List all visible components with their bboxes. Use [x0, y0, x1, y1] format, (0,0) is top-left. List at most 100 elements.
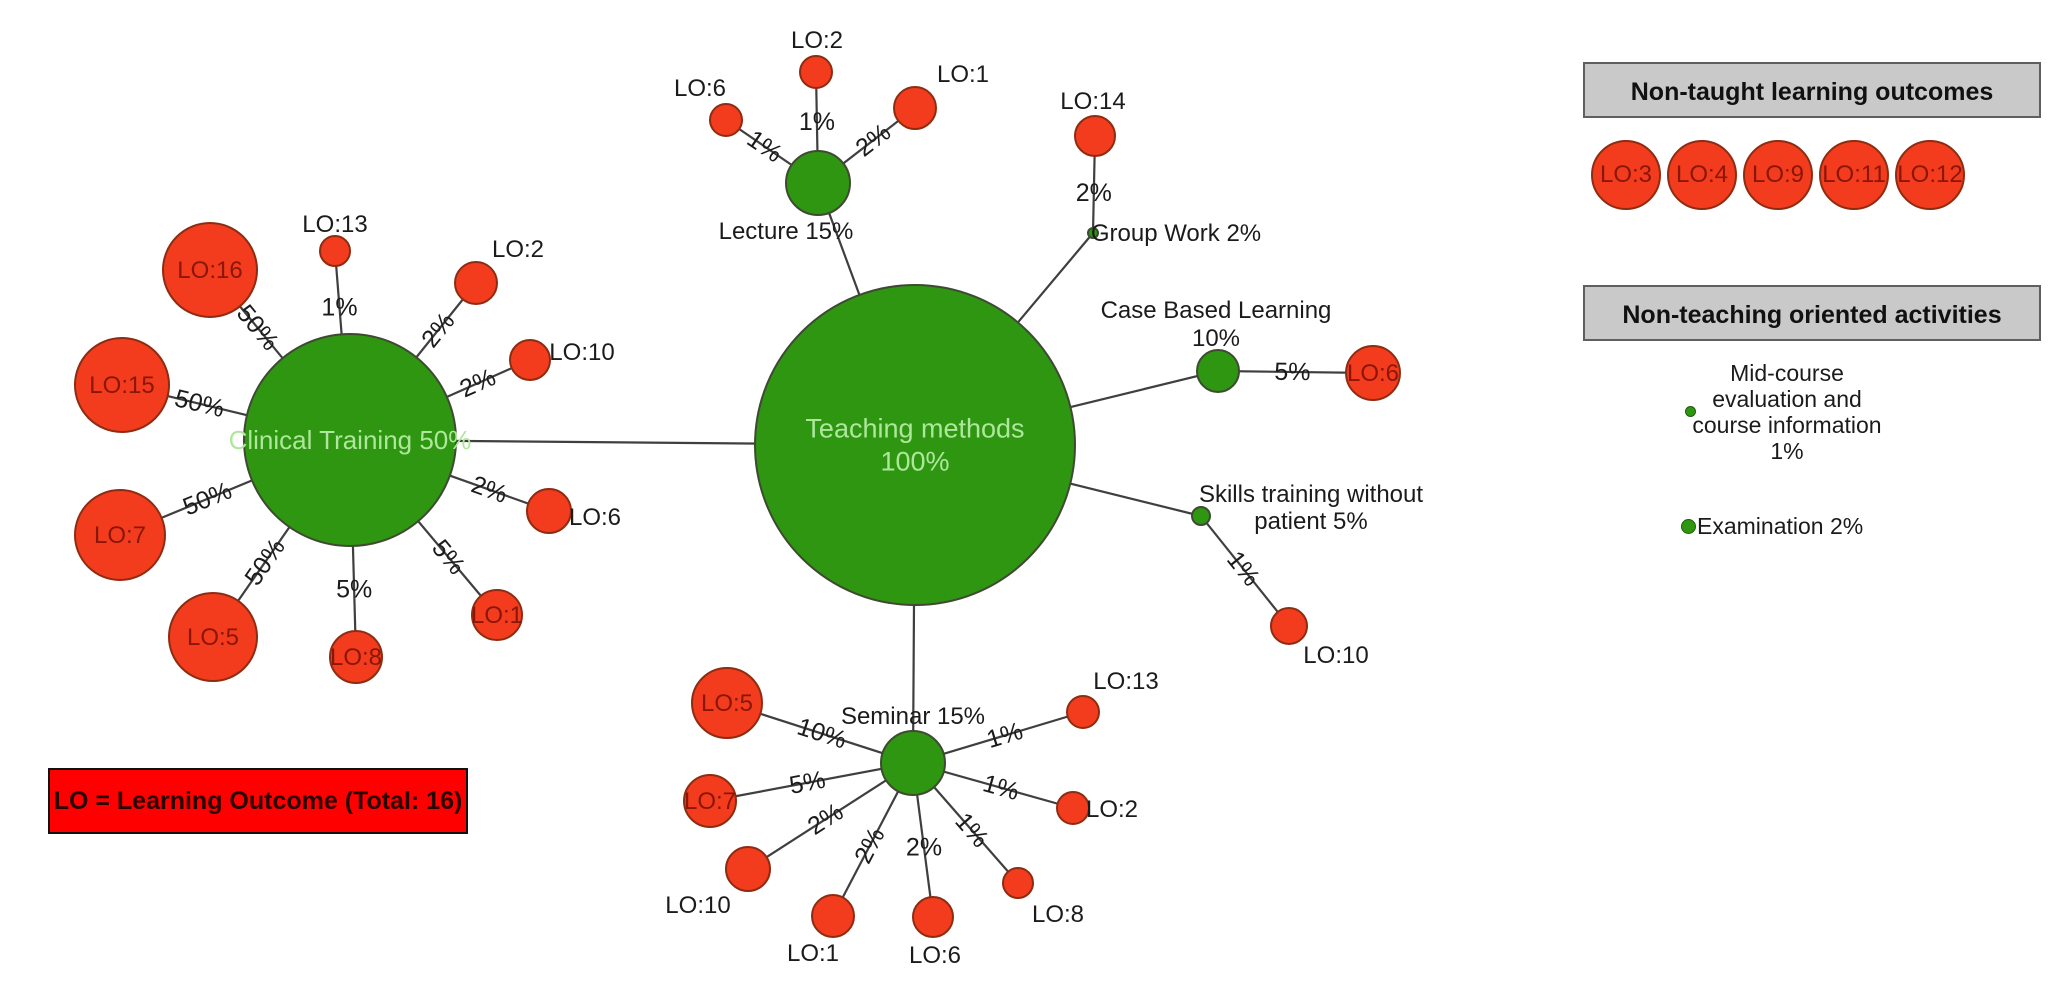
edge-weight-label: 1% [980, 769, 1022, 806]
node-label-seminar: Seminar 15% [841, 703, 985, 730]
node-label-se_lo5: LO:5 [701, 690, 753, 717]
node-l_lo14 [1074, 115, 1116, 157]
legend-lo-circle: LO:9 [1743, 140, 1813, 210]
edge-weight-label: 1% [949, 807, 994, 853]
edge-seminar-se_lo7 [709, 761, 914, 803]
node-se_lo8 [1002, 867, 1034, 899]
node-label-c_lo6: LO:6 [1347, 360, 1399, 387]
node-se_lo2 [1056, 791, 1090, 825]
edge-weight-label: 1% [742, 125, 788, 169]
node-label-se_lo13: LO:13 [1093, 668, 1158, 695]
node-clinical [243, 333, 457, 547]
legend-lo-circle: LO:3 [1591, 140, 1661, 210]
node-label-cl_lo15: LO:15 [89, 372, 154, 399]
node-cl_lo6 [526, 488, 572, 534]
edge-weight-label: 2% [468, 470, 511, 509]
node-label-teaching: Teaching methods 100% [805, 414, 1024, 477]
node-label-skills: Skills training without patient 5% [1199, 481, 1423, 535]
green-dot-icon [1681, 519, 1696, 534]
node-cl_lo8 [329, 630, 383, 684]
edge-weight-label: 5% [426, 534, 471, 580]
node-label-clinical: Clinical Training 50% [229, 425, 472, 455]
edge-weight-label: 5% [336, 576, 372, 604]
node-cl_lo15 [74, 337, 170, 433]
edge-weight-label: 50% [179, 476, 236, 521]
node-label-cl_lo10: LO:10 [549, 339, 614, 366]
node-lecture [785, 150, 851, 216]
edge-weight-label: 5% [787, 766, 828, 800]
node-se_lo13 [1066, 695, 1100, 729]
legend-lo-circle: LO:4 [1667, 140, 1737, 210]
node-label-l_lo6: LO:6 [674, 75, 726, 102]
edge-weight-label: 50% [172, 384, 227, 423]
edge-weight-label: 1% [321, 294, 357, 322]
edge-weight-label: 2% [850, 118, 896, 162]
node-label-cl_lo1: LO:1 [471, 602, 523, 629]
node-label-group: Group Work 2% [1091, 220, 1261, 247]
node-l_lo6 [709, 103, 743, 137]
node-cl_lo2 [454, 261, 498, 305]
activity-midcourse: Mid-course evaluation and course informati… [1657, 360, 1917, 464]
node-label-se_lo6: LO:6 [909, 942, 961, 969]
node-label-cl_lo2: LO:2 [492, 236, 544, 263]
non-teaching-legend-header: Non-teaching oriented activities [1583, 285, 2041, 341]
node-cl_lo5 [168, 592, 258, 682]
node-l_lo2 [799, 55, 833, 89]
node-group [1087, 227, 1099, 239]
node-label-se_lo8: LO:8 [1032, 901, 1084, 928]
non-taught-circles: LO:3 LO:4 LO:9 LO:11 LO:12 [1591, 140, 1965, 210]
edge-weight-label: 2% [906, 834, 942, 862]
node-cl_lo10 [509, 339, 551, 381]
node-label-cl_lo16: LO:16 [177, 257, 242, 284]
node-se_lo10 [725, 846, 771, 892]
activity-examination: Examination 2% [1681, 513, 1863, 540]
node-label-case: Case Based Learning 10% [1101, 297, 1332, 352]
node-label-cl_lo13: LO:13 [302, 211, 367, 238]
node-se_lo5 [691, 667, 763, 739]
node-label-cl_lo5: LO:5 [187, 624, 239, 651]
node-case [1196, 349, 1240, 393]
edge-weight-label: 1% [983, 717, 1026, 754]
node-cl_lo7 [74, 489, 166, 581]
activity-examination-label: Examination 2% [1697, 513, 1864, 539]
edge-skills-s_lo10 [1200, 515, 1290, 627]
node-cl_lo13 [319, 235, 351, 267]
node-seminar [880, 730, 946, 796]
node-cl_lo16 [162, 222, 258, 318]
node-label-l_lo1: LO:1 [937, 61, 989, 88]
node-label-s_lo10: LO:10 [1303, 642, 1368, 669]
node-label-lecture: Lecture 15% [719, 218, 854, 245]
edge-weight-label: 2% [849, 823, 891, 868]
node-label-se_lo7: LO:7 [684, 788, 736, 815]
lo-footnote-text: LO = Learning Outcome (Total: 16) [53, 786, 463, 815]
edge-weight-label: 1% [1221, 546, 1265, 592]
edge-weight-label: 2% [416, 307, 460, 353]
node-se_lo7 [683, 774, 737, 828]
edge-weight-label: 1% [799, 108, 835, 136]
node-se_lo6 [912, 896, 954, 938]
edge-weight-label: 5% [1274, 358, 1310, 386]
node-skills [1191, 506, 1211, 526]
non-taught-legend-header: Non-taught learning outcomes [1583, 62, 2041, 118]
node-label-se_lo10: LO:10 [665, 892, 730, 919]
edge-weight-label: 2% [456, 363, 500, 403]
lo-footnote-box: LO = Learning Outcome (Total: 16) [48, 768, 468, 834]
node-s_lo10 [1270, 607, 1308, 645]
node-label-l_lo14: LO:14 [1060, 88, 1125, 115]
node-label-cl_lo8: LO:8 [330, 644, 382, 671]
node-cl_lo1 [471, 589, 523, 641]
edge-weight-label: 2% [1076, 179, 1112, 207]
node-se_lo1 [811, 894, 855, 938]
node-label-l_lo2: LO:2 [791, 27, 843, 54]
legend-lo-circle: LO:12 [1895, 140, 1965, 210]
legend-lo-circle: LO:11 [1819, 140, 1889, 210]
node-label-se_lo2: LO:2 [1086, 796, 1138, 823]
green-dot-icon [1685, 406, 1696, 417]
node-c_lo6 [1345, 345, 1401, 401]
node-label-se_lo1: LO:1 [787, 940, 839, 967]
activity-midcourse-label: Mid-course evaluation and course informati… [1692, 360, 1882, 464]
node-l_lo1 [893, 86, 937, 130]
node-label-cl_lo7: LO:7 [94, 522, 146, 549]
